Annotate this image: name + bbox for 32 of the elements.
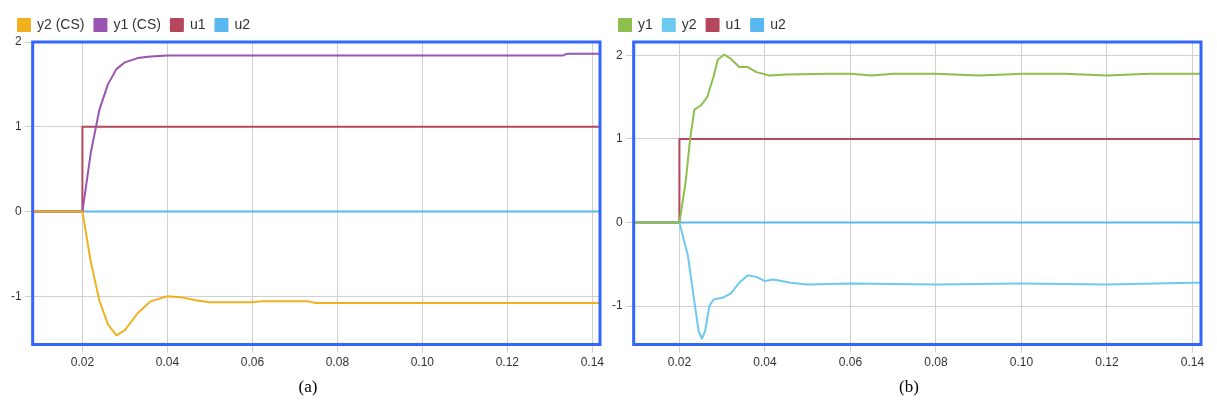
x-tick-label: 0.10 <box>1009 355 1034 370</box>
text: (a) <box>297 377 319 397</box>
legend-label: y2 <box>681 15 697 32</box>
x-tick-label: 0.04 <box>753 355 777 370</box>
legend-label: y1 <box>638 15 653 32</box>
legend-label: u1 <box>725 15 742 32</box>
y-tick-label: 2 <box>14 34 22 49</box>
y-tick-label: -1 <box>11 288 22 303</box>
x-tick-label: 0.02 <box>70 355 95 370</box>
y-tick-label: -1 <box>612 298 623 313</box>
x-tick-label: 0.08 <box>924 355 948 370</box>
y-tick-label: 0 <box>615 214 623 229</box>
legend-label: u2 <box>770 15 786 32</box>
x-tick-label: 0.12 <box>1095 355 1119 370</box>
x-tick-label: 0.06 <box>838 355 863 370</box>
legend-label: u1 <box>189 15 206 32</box>
x-tick-label: 0.06 <box>240 355 265 370</box>
y-tick-label: 2 <box>615 47 623 62</box>
legend-label: y2 (CS) <box>37 15 85 32</box>
legend-label: u2 <box>234 15 251 32</box>
x-tick-label: 0.08 <box>325 355 350 370</box>
y-tick-label: 1 <box>615 131 623 146</box>
text: (b) <box>898 377 920 397</box>
y-tick-label: 0 <box>14 203 22 218</box>
y-tick-label: 1 <box>14 119 22 134</box>
x-tick-label: 0.10 <box>410 355 435 370</box>
x-tick-label: 0.14 <box>580 355 605 370</box>
legend-label: y1 (CS) <box>113 15 161 32</box>
x-tick-label: 0.14 <box>1180 355 1205 370</box>
x-tick-label: 0.02 <box>667 355 692 370</box>
x-tick-label: 0.04 <box>155 355 180 370</box>
x-tick-label: 0.12 <box>495 355 520 370</box>
